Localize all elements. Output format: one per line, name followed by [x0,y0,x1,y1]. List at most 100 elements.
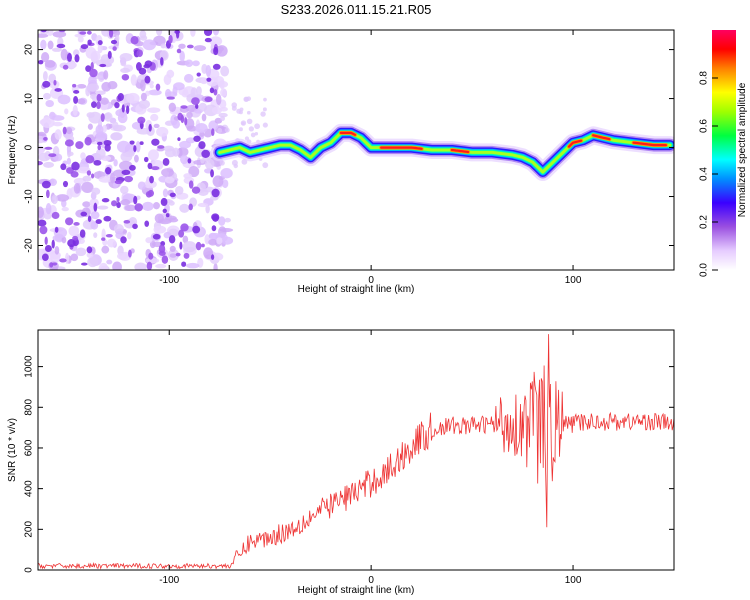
noise-speck-strong [56,43,66,49]
noise-speck [220,65,230,77]
noise-speck [163,231,172,239]
noise-speck [148,89,162,96]
noise-speck-strong [211,188,220,198]
noise-speck [45,99,54,108]
noise-speck-strong [129,140,135,145]
noise-speck-strong [58,30,66,33]
noise-speck-strong [178,229,185,238]
noise-speck [164,148,176,158]
colorbar-tick-label: 0.2 [699,215,710,229]
spectrogram-x-label: Height of straight line (km) [298,284,415,295]
noise-speck [60,48,68,61]
noise-speck [112,121,119,130]
noise-speck-strong [209,87,215,94]
noise-speck-strong [91,101,97,109]
noise-speck-strong [144,75,151,84]
noise-speck-faint [262,122,268,128]
noise-speck-strong [162,157,170,166]
y-tick-label: 20 [24,44,35,56]
y-tick-label: 200 [24,521,35,538]
noise-speck-strong [46,189,50,199]
noise-speck [51,47,62,52]
noise-speck [102,124,108,133]
noise-speck-strong [212,214,219,222]
noise-speck-strong [74,54,80,63]
noise-speck [120,67,131,73]
noise-speck-strong [66,52,73,62]
noise-speck [139,30,147,39]
noise-speck-strong [147,162,153,170]
noise-speck [72,105,78,116]
noise-speck [120,185,129,195]
noise-speck [169,245,176,252]
noise-speck-strong [177,137,181,142]
noise-speck-faint [231,159,238,166]
noise-speck [217,80,229,88]
noise-speck-strong [186,44,194,49]
noise-speck-strong [181,261,187,267]
noise-speck-strong [104,143,111,152]
noise-speck-strong [130,35,139,45]
noise-speck [161,168,174,177]
noise-speck [212,175,224,188]
noise-speck [218,216,226,226]
noise-speck [164,176,175,184]
noise-speck [43,161,55,168]
spectrogram-x-ticks: -100 0 100 [159,30,582,286]
noise-speck-strong [71,161,80,171]
noise-speck-strong [135,62,142,71]
noise-speck [199,228,204,236]
noise-speck [183,173,192,179]
noise-speck [152,202,160,210]
noise-speck-strong [158,250,166,256]
noise-speck [112,261,122,270]
noise-speck [86,112,95,118]
noise-speck-strong [160,56,164,66]
noise-speck-strong [100,113,105,122]
y-tick-label: 400 [24,480,35,497]
noise-speck-strong [149,175,154,184]
noise-speck [200,158,205,164]
noise-speck [120,61,127,67]
noise-speck [51,194,58,205]
noise-speck [153,123,160,129]
noise-speck [201,113,207,122]
noise-speck-strong [89,68,98,78]
noise-speck-strong [73,222,80,226]
noise-speck [61,206,69,212]
noise-speck [100,97,109,105]
noise-speck [204,158,215,170]
noise-speck-strong [112,46,117,51]
noise-speck-strong [85,65,92,73]
noise-speck-strong [166,96,176,100]
noise-speck-strong [84,136,92,146]
noise-speck-strong [201,243,205,248]
noise-speck [90,221,99,230]
noise-speck [143,180,157,189]
noise-speck-strong [175,252,181,257]
noise-speck [224,217,231,223]
noise-speck-strong [105,166,112,175]
colorbar-tick-label: 0.0 [699,263,710,277]
noise-speck-strong [212,63,221,70]
noise-speck-strong [80,211,88,217]
spectrogram-y-label: Frequency (Hz) [7,116,18,185]
noise-speck [190,30,196,37]
noise-speck [205,204,210,214]
spectrogram-y-ticks: -20 -10 0 10 20 [24,44,674,253]
noise-speck-strong [210,169,214,178]
noise-speck [130,74,138,86]
noise-speck [76,98,86,105]
noise-speck-faint [250,132,256,138]
spectrogram-frame [37,29,675,271]
noise-speck-strong [188,203,193,211]
noise-speck [82,201,91,208]
noise-speck-faint [246,118,253,125]
noise-speck-strong [87,215,92,222]
noise-speck [205,64,212,77]
noise-speck [208,120,219,131]
noise-speck [49,111,56,120]
noise-speck-faint [243,96,249,102]
noise-speck-faint [262,107,267,112]
noise-speck [177,147,189,157]
